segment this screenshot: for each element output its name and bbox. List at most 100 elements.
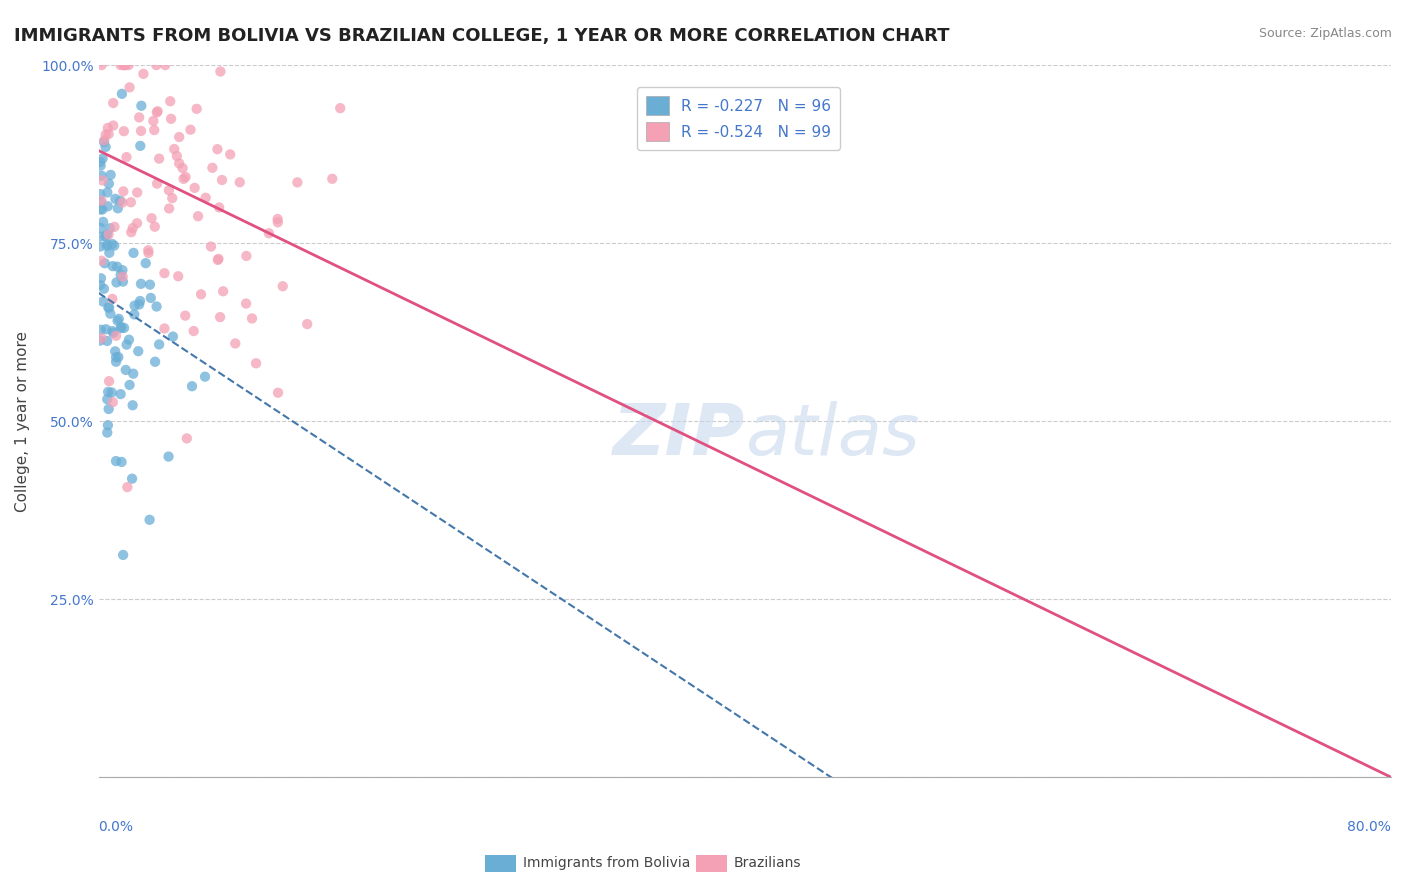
Point — [287, 175, 309, 189]
Point — [127, 186, 149, 200]
Point — [143, 219, 166, 234]
Point — [118, 80, 141, 95]
Point — [110, 387, 132, 401]
Point — [90, 323, 112, 337]
Point — [172, 161, 194, 175]
Point — [104, 344, 127, 359]
Point — [110, 455, 132, 469]
Point — [201, 161, 224, 175]
Point — [96, 186, 118, 200]
Point — [103, 95, 125, 110]
Point — [148, 337, 170, 351]
Point — [97, 177, 120, 191]
Point — [96, 239, 118, 253]
Point — [163, 142, 186, 156]
Point — [295, 317, 318, 331]
Point — [96, 425, 118, 440]
Point — [89, 229, 111, 244]
Point — [111, 269, 134, 284]
Point — [117, 480, 139, 494]
Point — [98, 245, 121, 260]
Point — [181, 379, 204, 393]
Point — [90, 159, 112, 173]
Text: atlas: atlas — [745, 401, 920, 470]
Point — [98, 301, 121, 315]
Point — [93, 282, 115, 296]
Point — [101, 259, 124, 273]
Point — [167, 269, 190, 284]
Point — [112, 58, 135, 72]
Point — [89, 239, 111, 253]
Point — [98, 221, 121, 235]
Point — [173, 171, 195, 186]
Point — [110, 268, 132, 282]
Point — [110, 321, 132, 335]
Point — [142, 114, 165, 128]
Point — [157, 450, 180, 464]
Point — [167, 156, 190, 170]
Point — [122, 367, 145, 381]
Point — [97, 402, 120, 417]
Point — [94, 229, 117, 244]
Point — [111, 195, 134, 210]
Text: IMMIGRANTS FROM BOLIVIA VS BRAZILIAN COLLEGE, 1 YEAR OR MORE CORRELATION CHART: IMMIGRANTS FROM BOLIVIA VS BRAZILIAN COL… — [14, 27, 949, 45]
Point — [112, 185, 135, 199]
Point — [115, 337, 138, 351]
Point — [179, 122, 201, 136]
Point — [209, 310, 232, 325]
Point — [122, 246, 145, 260]
Point — [89, 155, 111, 169]
Point — [321, 171, 343, 186]
Point — [97, 418, 120, 433]
Point — [90, 169, 112, 183]
Point — [91, 215, 114, 229]
Point — [97, 227, 120, 242]
Point — [90, 253, 112, 268]
Point — [94, 128, 117, 142]
Point — [139, 277, 162, 292]
Text: Source: ZipAtlas.com: Source: ZipAtlas.com — [1258, 27, 1392, 40]
Point — [176, 431, 198, 445]
Point — [94, 322, 117, 336]
Point — [93, 135, 115, 149]
Point — [207, 142, 229, 156]
Point — [207, 252, 229, 266]
Point — [89, 277, 111, 292]
Y-axis label: College, 1 year or more: College, 1 year or more — [15, 331, 30, 512]
Point — [111, 275, 134, 289]
Point — [127, 344, 149, 359]
Point — [157, 183, 180, 197]
Point — [128, 297, 150, 311]
Point — [118, 378, 141, 392]
Point — [132, 67, 155, 81]
Point — [91, 202, 114, 217]
Point — [153, 266, 176, 280]
Legend: R = -0.227   N = 96, R = -0.524   N = 99: R = -0.227 N = 96, R = -0.524 N = 99 — [637, 87, 839, 150]
Point — [90, 331, 112, 345]
Point — [145, 58, 167, 72]
Point — [194, 191, 217, 205]
Text: Immigrants from Bolivia: Immigrants from Bolivia — [523, 856, 690, 871]
Point — [115, 150, 138, 164]
Point — [174, 169, 197, 184]
Point — [91, 173, 114, 187]
Point — [105, 355, 128, 369]
Point — [89, 187, 111, 202]
Point — [159, 95, 181, 109]
Point — [129, 124, 152, 138]
Point — [103, 326, 125, 340]
Point — [120, 195, 142, 210]
Point — [107, 202, 129, 216]
Point — [190, 287, 212, 301]
Point — [235, 296, 257, 310]
Point — [111, 263, 134, 277]
Point — [187, 209, 209, 223]
Point — [114, 363, 136, 377]
Point — [146, 104, 169, 119]
Point — [174, 309, 197, 323]
Point — [329, 101, 352, 115]
Point — [146, 177, 169, 191]
Point — [112, 321, 135, 335]
Point — [157, 202, 180, 216]
Point — [89, 202, 111, 217]
